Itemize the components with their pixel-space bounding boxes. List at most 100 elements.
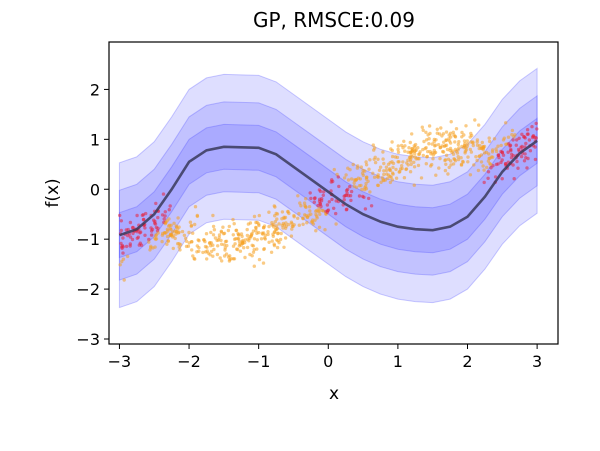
confidence-band-2 — [118, 94, 538, 281]
scatter-point — [501, 153, 506, 157]
scatter-point — [255, 247, 259, 251]
scatter-point — [226, 228, 231, 233]
scatter-point — [190, 248, 194, 252]
scatter-point — [184, 239, 189, 243]
scatter-point — [424, 130, 428, 134]
scatter-point — [360, 171, 365, 175]
scatter-point — [266, 230, 270, 234]
scatter-point — [528, 149, 533, 153]
scatter-point — [195, 244, 199, 248]
scatter-point — [219, 238, 223, 243]
scatter-point — [499, 149, 503, 154]
scatter-point — [211, 233, 216, 237]
scatter-point — [519, 154, 524, 159]
chart-title: GP, RMSCE:0.09 — [253, 8, 415, 32]
scatter-point — [271, 234, 275, 238]
scatter-point — [380, 176, 384, 180]
scatter-point — [177, 245, 181, 249]
x-tick-label: 0 — [323, 352, 333, 371]
scatter-point — [387, 168, 392, 172]
scatter-point — [119, 219, 124, 223]
scatter-point — [252, 248, 256, 252]
scatter-point — [283, 236, 288, 240]
scatter-point — [430, 162, 434, 167]
scatter-point — [482, 180, 486, 185]
scatter-point — [261, 261, 266, 265]
scatter-point — [533, 157, 538, 162]
scatter-point — [160, 239, 164, 244]
scatter-point — [443, 158, 448, 162]
scatter-point — [396, 160, 400, 164]
scatter-point — [120, 246, 124, 250]
scatter-point — [515, 159, 519, 164]
scatter-point — [445, 147, 450, 152]
scatter-point — [276, 231, 280, 236]
scatter-point — [312, 200, 316, 204]
scatter-point — [490, 150, 495, 154]
scatter-point — [404, 167, 409, 171]
scatter-point — [348, 184, 352, 189]
scatter-point — [371, 171, 375, 175]
scatter-point — [475, 158, 479, 163]
scatter-point — [453, 157, 457, 162]
x-tick-label: 3 — [532, 352, 542, 371]
scatter-point — [131, 225, 135, 230]
scatter-point — [413, 155, 417, 159]
scatter-point — [238, 249, 243, 253]
scatter-point — [407, 146, 411, 150]
scatter-point — [363, 207, 368, 211]
scatter-point — [248, 236, 252, 240]
scatter-point — [453, 140, 457, 144]
scatter-point — [516, 166, 520, 170]
scatter-point — [446, 172, 450, 176]
scatter-point — [437, 132, 442, 136]
scatter-point — [523, 152, 527, 156]
scatter-point — [522, 159, 527, 163]
scatter-point — [332, 167, 336, 172]
scatter-point — [118, 263, 122, 267]
scatter-point — [317, 209, 322, 213]
scatter-point — [218, 256, 222, 260]
scatter-point — [149, 229, 154, 233]
scatter-point — [468, 147, 472, 152]
scatter-point — [269, 250, 274, 254]
scatter-point — [144, 211, 148, 216]
scatter-point — [511, 138, 515, 142]
scatter-point — [212, 228, 217, 232]
scatter-point — [419, 176, 424, 180]
scatter-point — [357, 184, 362, 188]
scatter-point — [267, 210, 271, 214]
scatter-point — [192, 256, 196, 261]
scatter-point — [301, 222, 305, 226]
scatter-point — [143, 233, 147, 237]
scatter-point — [346, 178, 351, 182]
scatter-point — [510, 133, 514, 137]
scatter-point — [274, 224, 279, 228]
scatter-point — [287, 211, 291, 216]
scatter-point — [186, 244, 191, 248]
scatter-point — [469, 140, 473, 144]
scatter-point — [496, 144, 500, 148]
scatter-point — [298, 201, 302, 205]
scatter-point — [141, 218, 146, 222]
scatter-point — [299, 204, 303, 208]
scatter-point — [272, 230, 277, 234]
scatter-point — [222, 243, 226, 247]
scatter-point — [211, 213, 215, 218]
scatter-point — [506, 150, 510, 154]
scatter-point — [420, 125, 424, 129]
scatter-point — [255, 238, 259, 242]
scatter-point — [461, 160, 465, 164]
scatter-point — [242, 246, 246, 250]
scatter-point — [245, 227, 249, 232]
scatter-point — [254, 228, 258, 233]
scatter-point — [156, 215, 160, 220]
scatter-point — [161, 192, 166, 196]
scatter-point — [209, 241, 213, 245]
scatter-point — [156, 231, 160, 235]
scatter-point — [454, 127, 459, 131]
scatter-point — [165, 242, 169, 246]
scatter-point — [460, 130, 464, 135]
scatter-point — [187, 230, 191, 235]
